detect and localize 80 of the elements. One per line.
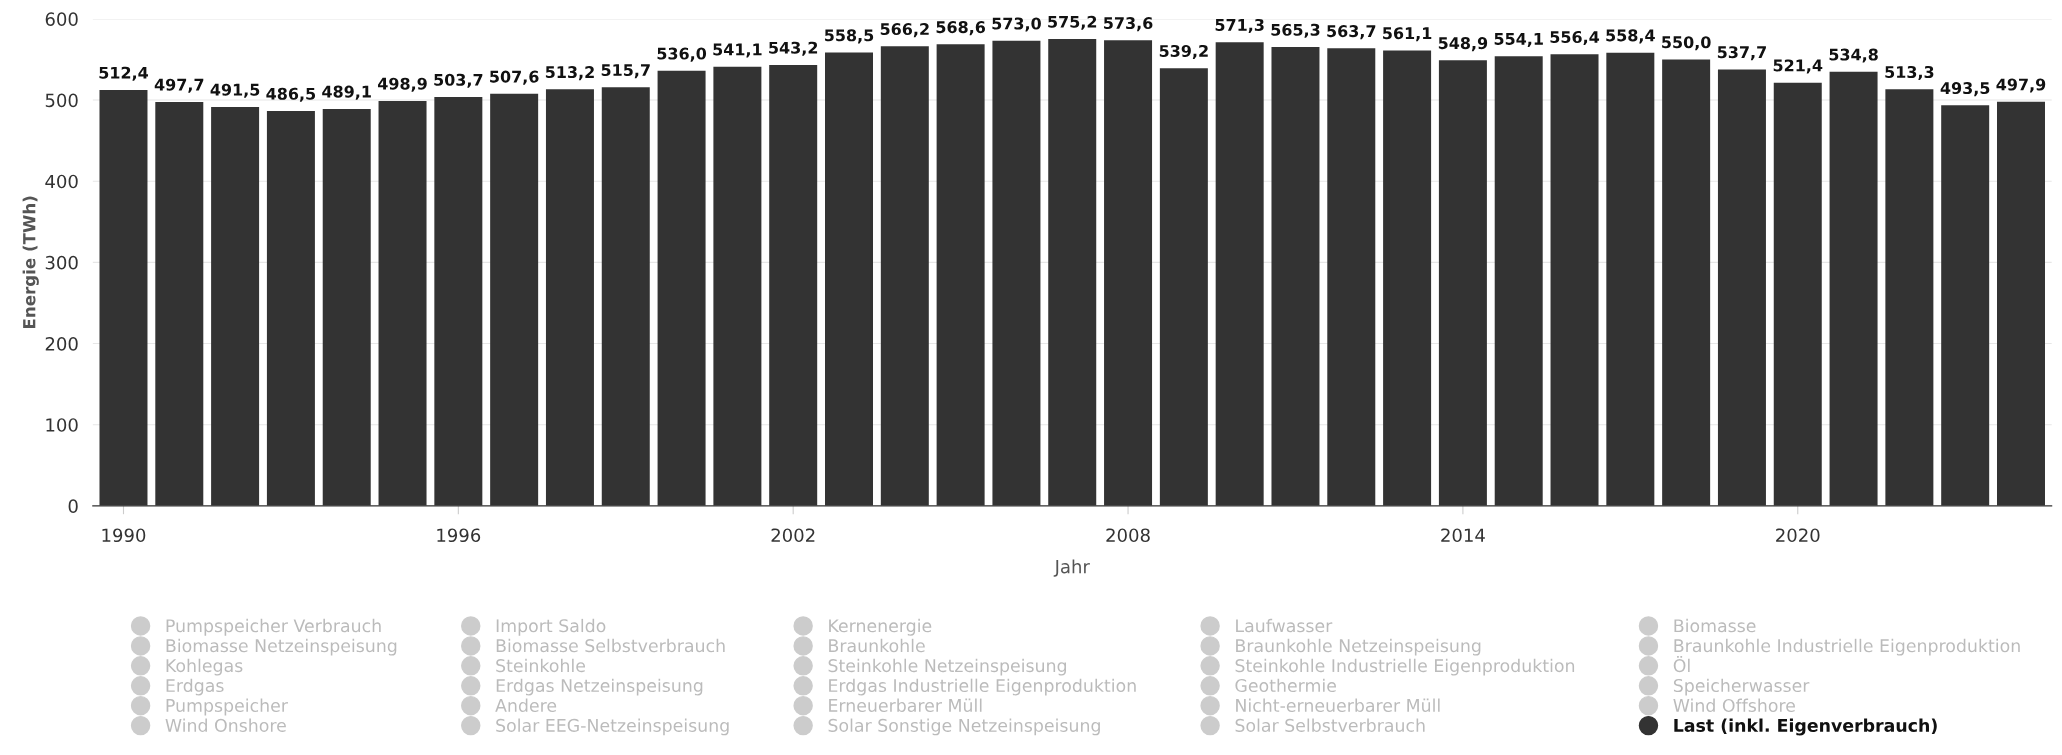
x-tick-label: 2008	[1106, 528, 1150, 543]
legend-label: Biomasse Selbstverbrauch	[496, 638, 725, 653]
legend-label: Braunkohle	[829, 638, 925, 653]
legend-label: Pumpspeicher Verbrauch	[166, 618, 381, 636]
data-label: 489,1	[322, 85, 371, 100]
legend-label: Last (inkl. Eigenverbrauch)	[1674, 718, 1937, 736]
legend-label: Andere	[495, 698, 557, 713]
legend-label: Wind Onshore	[165, 718, 286, 732]
y-tick-label: 300	[45, 255, 78, 270]
legend-label: Steinkohle Industrielle Eigenproduktion	[1235, 658, 1575, 676]
legend-label: Laufwasser	[1236, 618, 1333, 633]
y-tick-label: 500	[45, 93, 78, 108]
data-label: 575,2	[1048, 15, 1097, 30]
data-label: 566,2	[880, 23, 929, 38]
legend-label: Steinkohle	[496, 658, 586, 673]
y-tick-label: 200	[45, 336, 78, 351]
legend-label: Wind Offshore	[1673, 698, 1795, 713]
legend-label: Solar EEG-Netzeinspeisung	[496, 718, 729, 736]
legend-label: Erneuerbarer Müll	[829, 698, 982, 713]
data-label: 515,7	[601, 64, 650, 79]
data-label: 573,0	[992, 17, 1041, 32]
x-tick-label: 1990	[102, 528, 146, 543]
legend-label: Erdgas	[166, 678, 224, 696]
y-tick-label: 0	[68, 499, 78, 513]
legend-label: Erdgas Netzeinspeisung	[496, 678, 703, 696]
data-label: 537,7	[1717, 46, 1766, 61]
data-label: 558,5	[824, 29, 874, 44]
data-label: 543,2	[769, 41, 818, 56]
legend-label: Biomasse	[1674, 618, 1756, 633]
data-label: 571,3	[1215, 18, 1264, 33]
y-axis-title: Energie (TWh)	[22, 196, 39, 329]
data-label: 573,6	[1104, 17, 1153, 32]
x-tick-label: 2014	[1441, 528, 1485, 543]
data-label: 503,7	[434, 73, 483, 88]
data-label: 568,6	[936, 21, 986, 36]
x-tick-label: 2020	[1776, 528, 1820, 543]
legend-label: Geothermie	[1235, 678, 1336, 693]
data-label: 486,5	[266, 87, 316, 102]
legend-label: Import Saldo	[496, 618, 606, 636]
data-label: 498,9	[377, 77, 427, 92]
data-label: 512,4	[99, 66, 149, 81]
legend-label: Nicht-erneuerbarer Müll	[1236, 698, 1440, 713]
legend-label: Braunkohle Netzeinspeisung	[1236, 638, 1481, 656]
legend-label: Braunkohle Industrielle Eigenproduktion	[1674, 638, 2020, 656]
data-label: 565,3	[1271, 23, 1320, 38]
data-label: 561,1	[1383, 27, 1432, 42]
x-axis-title: Jahr	[1053, 559, 1090, 577]
data-label: 521,4	[1773, 59, 1823, 74]
legend-label: Öl	[1673, 656, 1690, 673]
data-label: 491,5	[210, 83, 260, 98]
data-label: 507,6	[490, 70, 539, 85]
data-label: 541,1	[713, 43, 762, 58]
x-tick-label: 1996	[437, 528, 481, 543]
legend-label: Solar Sonstige Netzeinspeisung	[828, 718, 1100, 736]
data-label: 497,9	[1996, 78, 2046, 93]
legend-label: Solar Selbstverbrauch	[1235, 718, 1425, 732]
data-label: 539,2	[1159, 44, 1208, 60]
legend-label: Speicherwasser	[1673, 678, 1810, 696]
legend-label: Erdgas Industrielle Eigenproduktion	[829, 678, 1136, 696]
data-label: 497,7	[154, 78, 204, 93]
y-tick-label: 400	[45, 174, 78, 189]
data-label: 550,0	[1662, 36, 1711, 51]
y-tick-label: 600	[45, 12, 78, 26]
data-label: 513,2	[545, 66, 594, 81]
data-label: 554,1	[1494, 33, 1543, 47]
data-label: 536,0	[657, 47, 707, 62]
data-label: 534,8	[1829, 48, 1878, 63]
y-tick-label: 100	[46, 418, 78, 432]
legend-label: Biomasse Netzeinspeisung	[166, 638, 397, 656]
data-label: 563,7	[1327, 25, 1376, 40]
data-label: 556,4	[1550, 30, 1600, 46]
legend-label: Kernenergie	[829, 618, 932, 636]
data-label: 493,5	[1940, 82, 1990, 97]
legend-label: Kohlegas	[166, 658, 243, 676]
legend-label: Pumpspeicher	[166, 698, 288, 716]
data-label: 548,9	[1438, 37, 1488, 52]
legend-label: Steinkohle Netzeinspeisung	[828, 658, 1067, 676]
data-label: 558,4	[1606, 29, 1655, 44]
data-label: 513,3	[1885, 65, 1934, 81]
x-tick-label: 2002	[771, 528, 815, 543]
